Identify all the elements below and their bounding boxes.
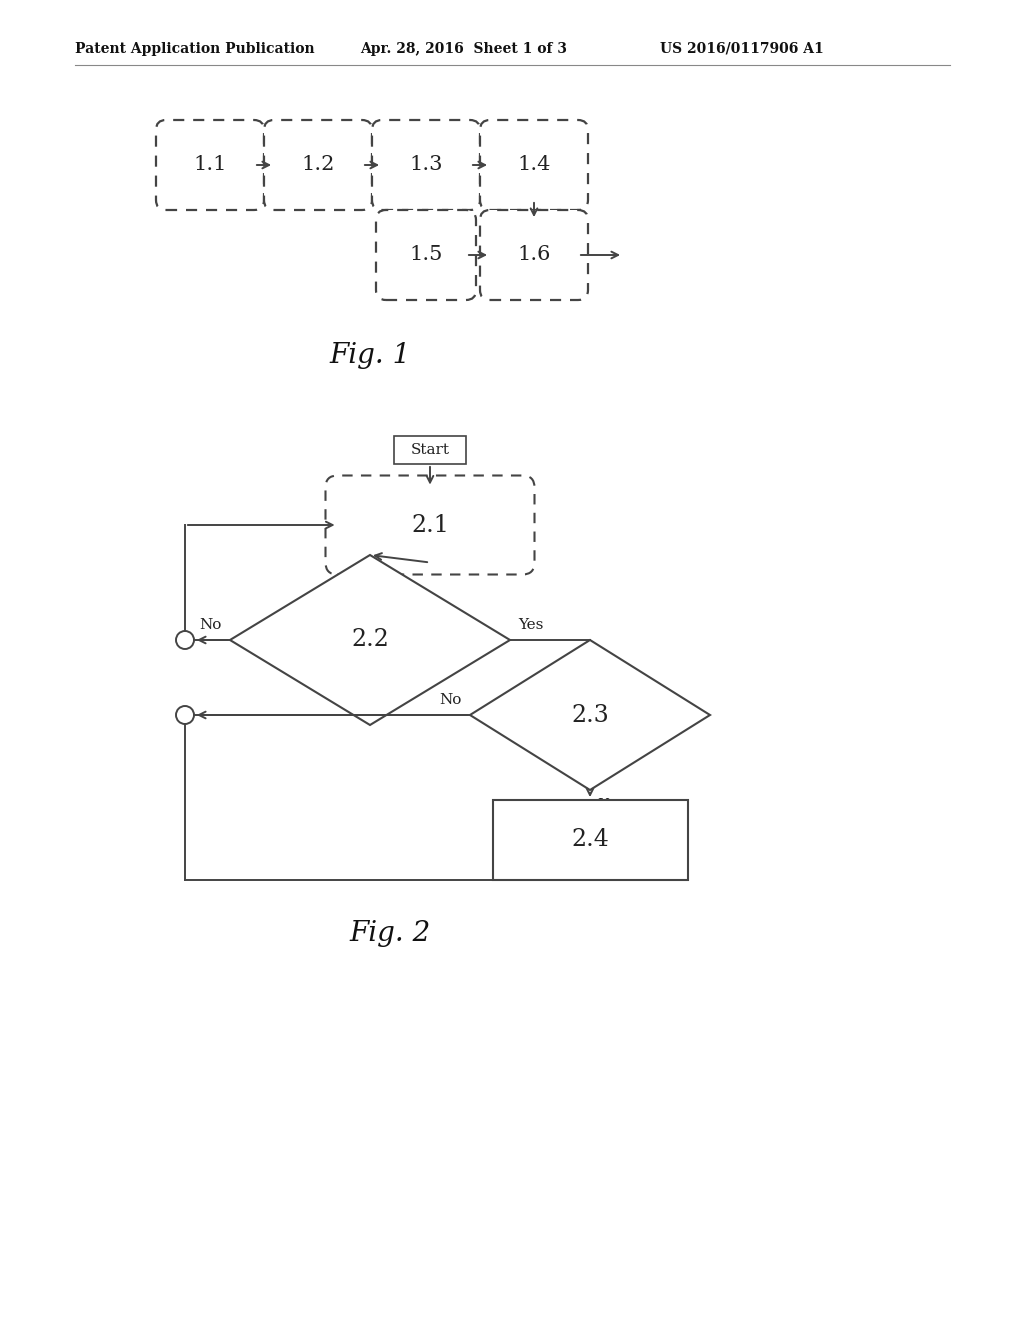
- FancyBboxPatch shape: [376, 210, 476, 300]
- Circle shape: [176, 706, 194, 723]
- Text: 2.4: 2.4: [571, 829, 609, 851]
- Text: No: No: [200, 618, 222, 632]
- FancyBboxPatch shape: [326, 475, 535, 574]
- Bar: [493, 800, 687, 880]
- Polygon shape: [470, 640, 710, 789]
- Text: Yes: Yes: [598, 799, 624, 812]
- Text: 1.1: 1.1: [194, 156, 226, 174]
- Text: Fig. 2: Fig. 2: [349, 920, 431, 946]
- Text: 1.4: 1.4: [517, 156, 551, 174]
- Polygon shape: [230, 554, 510, 725]
- Text: Patent Application Publication: Patent Application Publication: [75, 42, 314, 55]
- FancyBboxPatch shape: [156, 120, 264, 210]
- Text: Apr. 28, 2016  Sheet 1 of 3: Apr. 28, 2016 Sheet 1 of 3: [360, 42, 567, 55]
- Text: 2.1: 2.1: [411, 513, 449, 536]
- Text: Yes: Yes: [518, 618, 544, 632]
- Text: 1.5: 1.5: [410, 246, 442, 264]
- FancyBboxPatch shape: [264, 120, 372, 210]
- Text: 2.2: 2.2: [351, 628, 389, 652]
- Text: 2.3: 2.3: [571, 704, 609, 726]
- FancyBboxPatch shape: [480, 120, 588, 210]
- Bar: [394, 436, 466, 465]
- Text: No: No: [439, 693, 462, 708]
- Text: 1.6: 1.6: [517, 246, 551, 264]
- Text: Fig. 1: Fig. 1: [330, 342, 411, 370]
- Circle shape: [176, 631, 194, 649]
- FancyBboxPatch shape: [372, 120, 480, 210]
- Text: 1.3: 1.3: [410, 156, 442, 174]
- Text: 1.2: 1.2: [301, 156, 335, 174]
- Text: Start: Start: [411, 444, 450, 457]
- Text: US 2016/0117906 A1: US 2016/0117906 A1: [660, 42, 823, 55]
- FancyBboxPatch shape: [480, 210, 588, 300]
